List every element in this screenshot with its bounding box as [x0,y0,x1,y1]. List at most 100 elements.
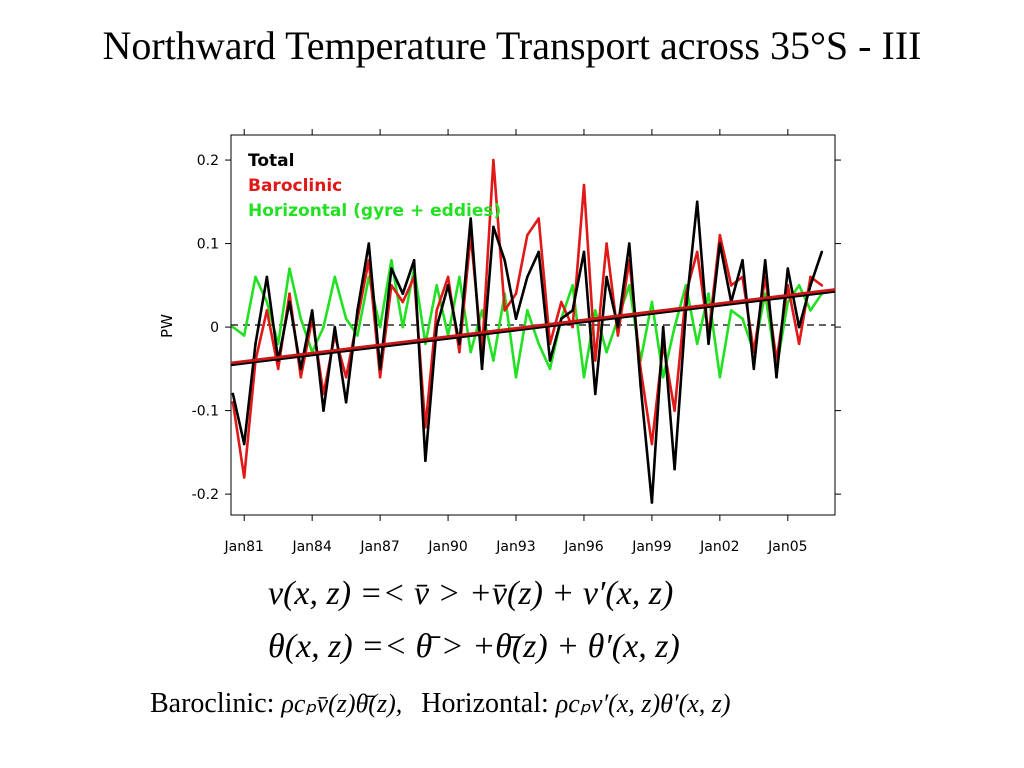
data-point [401,325,405,329]
data-point [424,342,427,346]
data-point [707,342,710,346]
data-point [288,267,291,270]
data-point [242,442,246,446]
horizontal-formula: ρcₚv′(x, z)θ′(x, z) [555,689,731,718]
x-tick-label: Jan02 [699,539,739,555]
trend-line-baroclinic [230,288,836,365]
data-point [752,367,756,371]
data-point [480,367,484,371]
legend: Total Baroclinic Horizontal (gyre + eddies… [248,151,501,221]
data-point [492,225,495,229]
data-point [412,258,416,262]
data-point [729,284,733,287]
data-point [605,350,608,354]
data-point [537,217,540,220]
data-point [605,275,608,279]
data-point [695,250,699,254]
data-point [401,292,405,295]
data-point [492,158,495,162]
data-point [809,309,812,312]
data-point [367,242,371,245]
data-point [310,309,314,312]
y-tick-label: -0.1 [192,404,219,420]
data-point [627,242,631,245]
data-point [242,334,246,337]
y-tick-label: 0.2 [197,153,219,169]
data-point [378,367,382,371]
data-point [299,375,303,379]
data-point [526,233,529,237]
data-point [288,300,291,304]
data-point [605,242,608,245]
data-point [809,284,812,287]
data-point [582,250,586,254]
data-point [763,258,767,262]
data-point [627,284,631,287]
legend-entry: Baroclinic [248,176,342,196]
data-point [820,250,824,254]
data-point [593,359,597,362]
data-point [265,309,269,312]
data-point [514,292,518,295]
caption: Baroclinic: ρcₚv̄(z)θ̄(z), Horizontal: ρ… [150,688,731,720]
data-point [526,309,529,312]
legend-entry: Horizontal (gyre + eddies) [248,201,501,221]
data-point [276,367,280,371]
data-point [480,309,484,312]
data-point [254,275,257,279]
y-axis: 0.2 0.1 0 -0.1 -0.2 [192,153,841,503]
data-point [390,258,393,262]
data-point [231,392,235,396]
data-point [322,325,325,329]
data-point [741,258,744,262]
data-point [231,325,235,329]
data-point [356,309,359,312]
data-point [401,300,405,304]
data-point [797,342,801,346]
data-point [458,350,461,354]
data-point [775,375,778,379]
y-tick-label: -0.2 [192,487,219,503]
data-point [435,325,439,329]
horizontal-label: Horizontal: [421,688,549,719]
y-axis-label: PW [158,314,176,338]
data-point [797,284,801,287]
data-point [458,342,461,346]
series-layer [231,158,824,504]
data-point [718,242,722,245]
data-point [673,467,676,471]
data-point [390,267,393,270]
data-point [322,409,325,412]
data-point [809,275,812,279]
data-point [299,367,303,371]
data-point [514,317,518,321]
data-point [514,375,518,379]
equation-velocity: v(x, z) =< v̄ > +v̄(z) + v′(x, z) [268,575,674,612]
data-point [288,292,291,295]
x-tick-label: Jan90 [427,539,467,555]
data-point [593,392,597,396]
data-point [650,442,654,446]
data-point [548,367,552,371]
data-point [265,300,269,304]
slide-title: Northward Temperature Transport across 3… [102,23,922,68]
data-point [424,459,427,463]
data-point [276,342,280,346]
data-point [458,275,461,279]
data-point [378,325,382,329]
data-point [786,300,790,304]
data-point [661,375,665,379]
data-point [344,375,348,379]
data-point [582,183,586,187]
data-point [616,325,620,329]
data-point [435,309,439,312]
data-point [571,309,574,312]
data-point [344,317,348,321]
y-tick-label: 0.1 [197,237,219,253]
data-point [537,250,540,254]
data-point [582,375,586,379]
data-point [333,275,337,279]
y-tick-label: 0 [210,320,219,336]
data-point [333,325,337,329]
